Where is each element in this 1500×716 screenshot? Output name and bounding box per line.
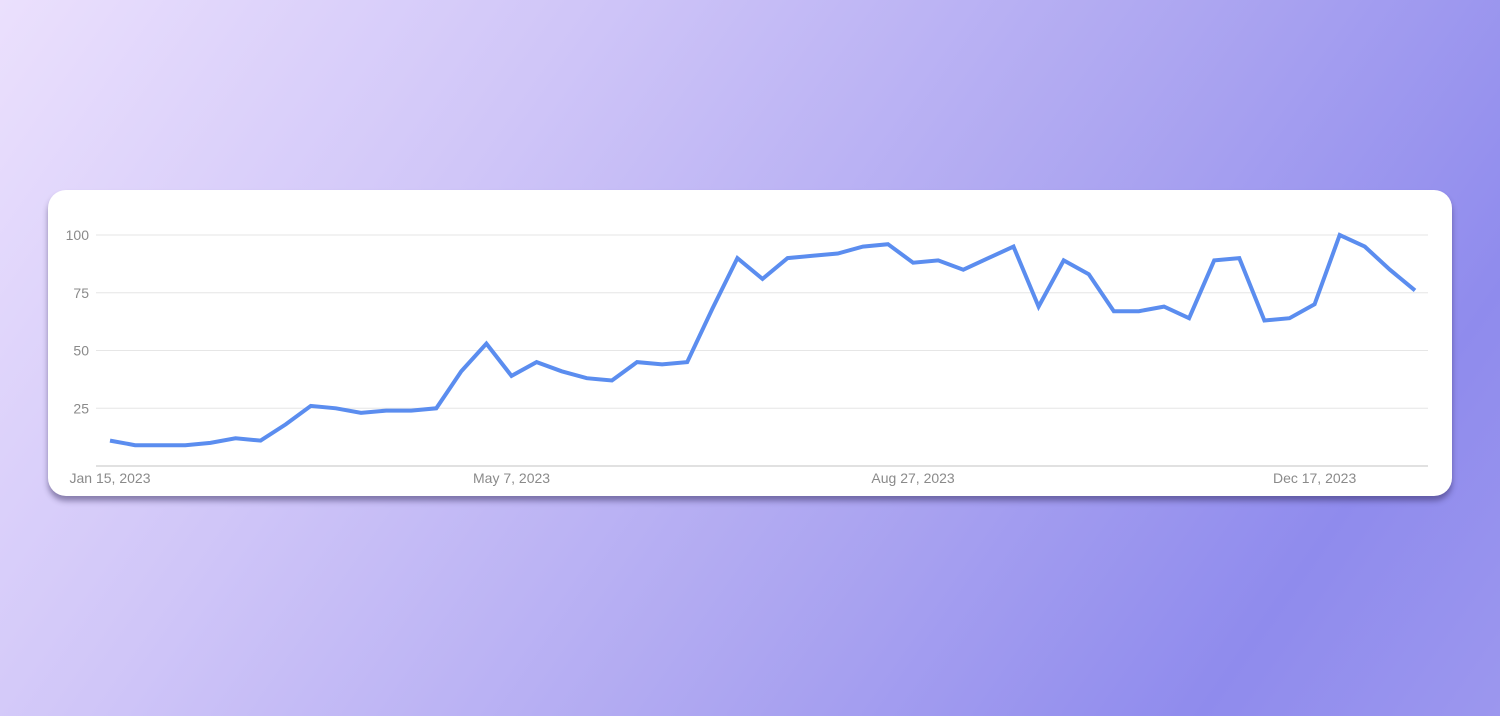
line-chart: 25 50 75 100 Jan 15, 2023 May 7, 2023 Aug 27,…	[66, 227, 1428, 486]
y-axis-ticks: 25 50 75 100	[66, 227, 90, 416]
series-layer	[109, 232, 1417, 448]
gridlines	[96, 234, 1428, 467]
y-tick-label: 100	[66, 227, 90, 243]
x-tick-label: May 7, 2023	[473, 470, 550, 486]
series-line	[109, 232, 1417, 448]
chart-card: 25 50 75 100 Jan 15, 2023 May 7, 2023 Aug 27,…	[48, 190, 1452, 496]
x-tick-label: Jan 15, 2023	[70, 470, 151, 486]
y-tick-label: 25	[73, 400, 89, 416]
x-axis-ticks: Jan 15, 2023 May 7, 2023 Aug 27, 2023 Dec 1…	[70, 470, 1357, 486]
y-tick-label: 75	[73, 285, 89, 301]
y-tick-label: 50	[73, 343, 89, 359]
x-tick-label: Dec 17, 2023	[1273, 470, 1356, 486]
x-tick-label: Aug 27, 2023	[871, 470, 955, 486]
